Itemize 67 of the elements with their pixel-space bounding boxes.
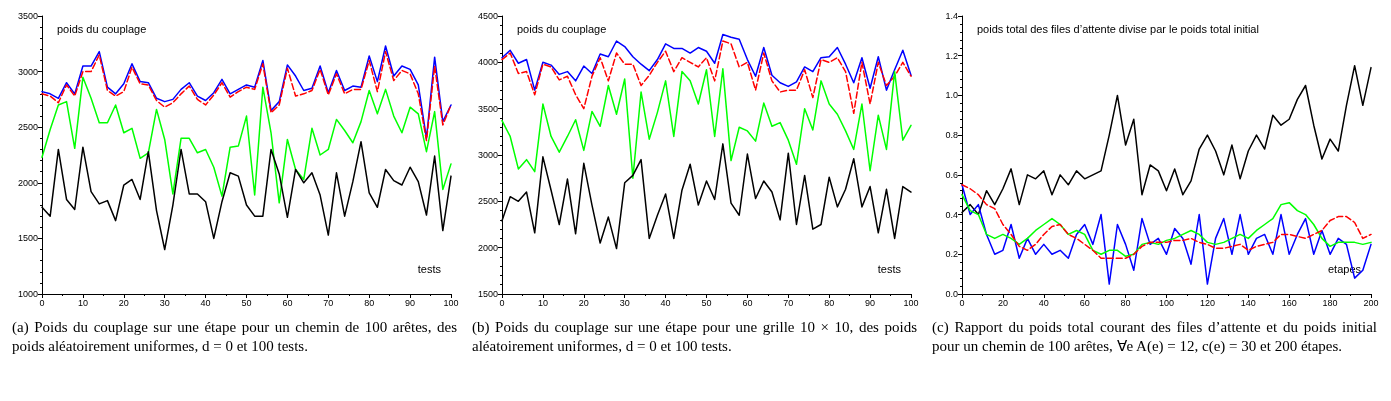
line-series bbox=[501, 40, 912, 115]
y-tick-label: 1500 bbox=[477, 289, 498, 299]
x-tick-label: 50 bbox=[241, 297, 252, 308]
x-tick-label: 40 bbox=[1038, 297, 1049, 308]
x-tick-label: 160 bbox=[1281, 297, 1297, 308]
y-tick-label: 0.2 bbox=[945, 249, 958, 260]
x-tick-label: 60 bbox=[282, 297, 293, 308]
text: (c) Rapport du poids total courant des files d’attente et du poids initial pour un chemin de 100 arêtes, ∀e A(e) = 12, c(e) = 30 et 200 étapes. bbox=[931, 318, 1378, 356]
y-tick-label: 3500 bbox=[477, 103, 498, 114]
x-tick-label: 180 bbox=[1322, 297, 1338, 308]
x-tick-label: 200 bbox=[1363, 297, 1379, 308]
x-axis-title: tests bbox=[417, 262, 442, 275]
x-tick-label: 70 bbox=[323, 297, 334, 308]
y-tick-label: 3500 bbox=[17, 11, 38, 21]
text: poids du couplage bbox=[517, 22, 607, 35]
y-tick-label: 3000 bbox=[17, 66, 38, 77]
line-series bbox=[41, 76, 452, 204]
y-tick-label: 0.6 bbox=[945, 169, 958, 180]
x-tick-label: 60 bbox=[742, 297, 753, 308]
x-tick-label: 0 bbox=[499, 297, 505, 308]
y-tick-label: 0.4 bbox=[945, 209, 958, 220]
x-axis-title: tests bbox=[877, 262, 902, 275]
y-tick-label: 3000 bbox=[477, 150, 498, 160]
x-tick-label: 20 bbox=[578, 297, 589, 308]
y-tick-label: 1000 bbox=[17, 289, 38, 299]
text: (a) Poids du couplage sur une étape pour un chemin de 100 arêtes, des poids aléatoirement uniformes, d = 0 et 100 tests. bbox=[11, 318, 458, 356]
x-tick-label: 50 bbox=[701, 297, 712, 308]
x-tick-label: 40 bbox=[200, 297, 211, 308]
x-tick-label: 10 bbox=[537, 297, 548, 308]
text: poids total des files d’attente divise par le poids total initial bbox=[977, 22, 1259, 35]
y-tick-label: 4500 bbox=[477, 11, 498, 21]
x-tick-label: 80 bbox=[824, 297, 835, 308]
line-series bbox=[501, 68, 912, 179]
line-series bbox=[961, 184, 1372, 285]
x-tick-label: 80 bbox=[364, 297, 375, 308]
x-tick-label: 120 bbox=[1199, 297, 1215, 308]
x-tick-label: 140 bbox=[1240, 297, 1256, 308]
x-tick-label: 30 bbox=[159, 297, 170, 308]
x-tick-label: 20 bbox=[118, 297, 129, 308]
x-tick-label: 100 bbox=[903, 297, 919, 308]
x-tick-label: 90 bbox=[865, 297, 876, 308]
text: poids du couplage bbox=[57, 22, 147, 35]
y-tick-label: 1.0 bbox=[945, 90, 958, 101]
x-tick-label: 70 bbox=[783, 297, 794, 308]
y-tick-label: 1.2 bbox=[945, 50, 958, 61]
x-tick-label: 100 bbox=[1158, 297, 1175, 308]
y-tick-label: 1.4 bbox=[945, 11, 958, 21]
x-tick-label: 0 bbox=[39, 297, 45, 308]
y-tick-label: 4000 bbox=[477, 57, 498, 68]
x-tick-label: 20 bbox=[997, 297, 1008, 308]
y-tick-label: 0.8 bbox=[945, 130, 958, 141]
y-tick-label: 2500 bbox=[477, 196, 498, 207]
x-tick-label: 0 bbox=[959, 297, 965, 308]
x-tick-label: 80 bbox=[1120, 297, 1131, 308]
x-tick-label: 100 bbox=[443, 297, 459, 308]
text: (b) Poids du couplage sur une étape pour une grille 10 × 10, des poids aléatoirement uniformes, d = 0 et 100 tests. bbox=[471, 318, 918, 356]
x-tick-label: 60 bbox=[1079, 297, 1090, 308]
y-tick-label: 0.0 bbox=[945, 289, 958, 299]
line-series bbox=[501, 33, 912, 91]
x-tick-label: 30 bbox=[619, 297, 630, 308]
y-tick-label: 2000 bbox=[477, 242, 498, 253]
x-tick-label: 90 bbox=[405, 297, 416, 308]
y-tick-label: 1500 bbox=[17, 233, 38, 244]
y-tick-label: 2000 bbox=[17, 177, 38, 188]
y-tick-label: 2500 bbox=[17, 122, 38, 133]
x-tick-label: 40 bbox=[660, 297, 671, 308]
x-tick-label: 10 bbox=[77, 297, 88, 308]
